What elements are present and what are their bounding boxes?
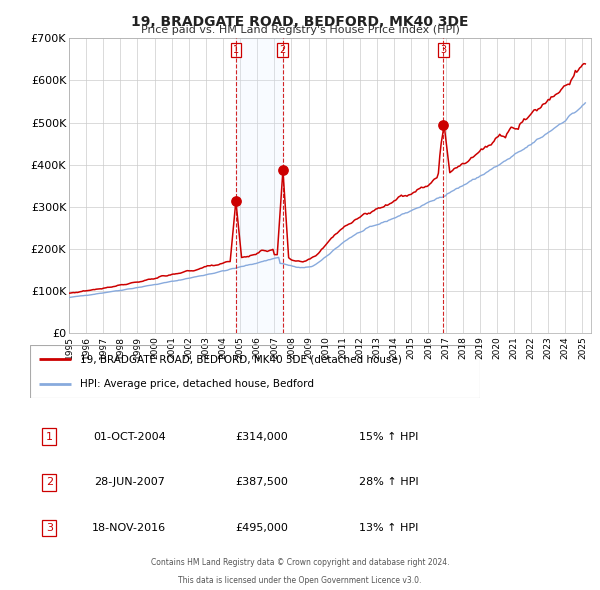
Text: Price paid vs. HM Land Registry's House Price Index (HPI): Price paid vs. HM Land Registry's House … bbox=[140, 25, 460, 35]
Text: £495,000: £495,000 bbox=[235, 523, 288, 533]
Text: HPI: Average price, detached house, Bedford: HPI: Average price, detached house, Bedf… bbox=[79, 379, 314, 389]
Text: Contains HM Land Registry data © Crown copyright and database right 2024.: Contains HM Land Registry data © Crown c… bbox=[151, 558, 449, 567]
Text: £314,000: £314,000 bbox=[235, 432, 288, 441]
Text: 13% ↑ HPI: 13% ↑ HPI bbox=[359, 523, 418, 533]
Text: 3: 3 bbox=[440, 45, 446, 55]
Text: 28% ↑ HPI: 28% ↑ HPI bbox=[359, 477, 419, 487]
Text: 1: 1 bbox=[46, 432, 53, 441]
Text: 2: 2 bbox=[46, 477, 53, 487]
Point bbox=[439, 120, 448, 129]
Text: 15% ↑ HPI: 15% ↑ HPI bbox=[359, 432, 418, 441]
Point bbox=[278, 165, 287, 175]
Text: 3: 3 bbox=[46, 523, 53, 533]
Bar bbox=[236, 38, 283, 333]
Text: 01-OCT-2004: 01-OCT-2004 bbox=[93, 432, 166, 441]
Text: £387,500: £387,500 bbox=[235, 477, 288, 487]
Text: 1: 1 bbox=[233, 45, 239, 55]
Point bbox=[231, 196, 241, 206]
Text: 28-JUN-2007: 28-JUN-2007 bbox=[94, 477, 165, 487]
Text: 19, BRADGATE ROAD, BEDFORD, MK40 3DE: 19, BRADGATE ROAD, BEDFORD, MK40 3DE bbox=[131, 15, 469, 29]
Text: 19, BRADGATE ROAD, BEDFORD, MK40 3DE (detached house): 19, BRADGATE ROAD, BEDFORD, MK40 3DE (de… bbox=[79, 355, 401, 365]
Text: This data is licensed under the Open Government Licence v3.0.: This data is licensed under the Open Gov… bbox=[178, 576, 422, 585]
Text: 2: 2 bbox=[280, 45, 286, 55]
Text: 18-NOV-2016: 18-NOV-2016 bbox=[92, 523, 166, 533]
